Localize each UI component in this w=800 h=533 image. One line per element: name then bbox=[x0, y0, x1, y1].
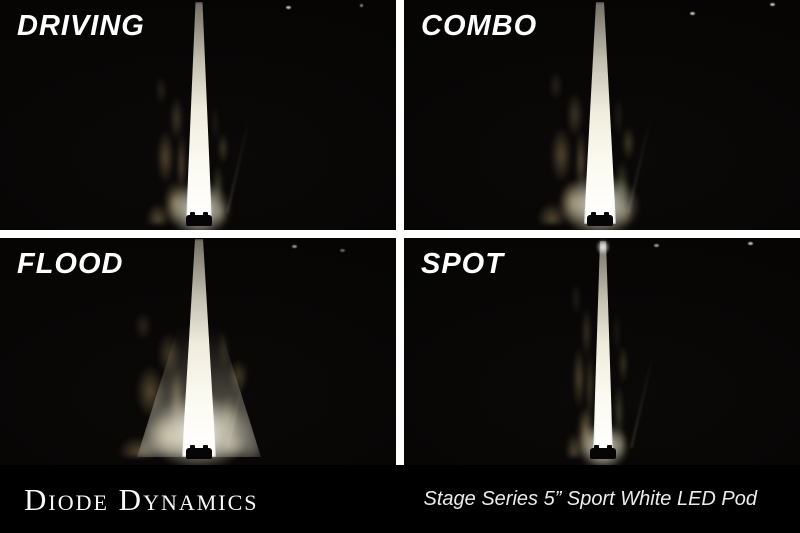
led-pod-silhouette bbox=[590, 445, 616, 459]
panel-flood: FLOOD bbox=[0, 238, 396, 465]
beam-pattern-grid: DRIVING COMBO FLOOD bbox=[0, 0, 800, 465]
panel-label-spot: SPOT bbox=[421, 248, 504, 280]
distant-light-speck bbox=[654, 244, 659, 247]
distant-light-speck bbox=[292, 245, 297, 248]
panel-label-flood: FLOOD bbox=[17, 248, 124, 280]
light-beam bbox=[593, 241, 613, 457]
panel-driving: DRIVING bbox=[0, 0, 396, 230]
distant-light-speck bbox=[690, 12, 695, 15]
panel-label-combo: COMBO bbox=[421, 10, 538, 42]
panel-label-driving: DRIVING bbox=[17, 10, 145, 42]
led-pod-silhouette bbox=[587, 212, 613, 226]
footer-bar: Diode Dynamics Stage Series 5” Sport Whi… bbox=[0, 465, 800, 533]
product-name: Stage Series 5” Sport White LED Pod bbox=[423, 488, 758, 510]
led-pod-silhouette bbox=[186, 445, 212, 459]
brand-logo: Diode Dynamics bbox=[24, 481, 259, 517]
distant-light-speck bbox=[286, 6, 291, 9]
distant-light-speck bbox=[340, 249, 345, 252]
distant-light-speck bbox=[360, 4, 363, 7]
distant-light-speck bbox=[770, 3, 775, 6]
beam-far-hotspot bbox=[596, 239, 610, 255]
led-pod-silhouette bbox=[186, 212, 212, 226]
panel-combo: COMBO bbox=[404, 0, 800, 230]
distant-light-speck bbox=[748, 242, 753, 245]
panel-spot: SPOT bbox=[404, 238, 800, 465]
